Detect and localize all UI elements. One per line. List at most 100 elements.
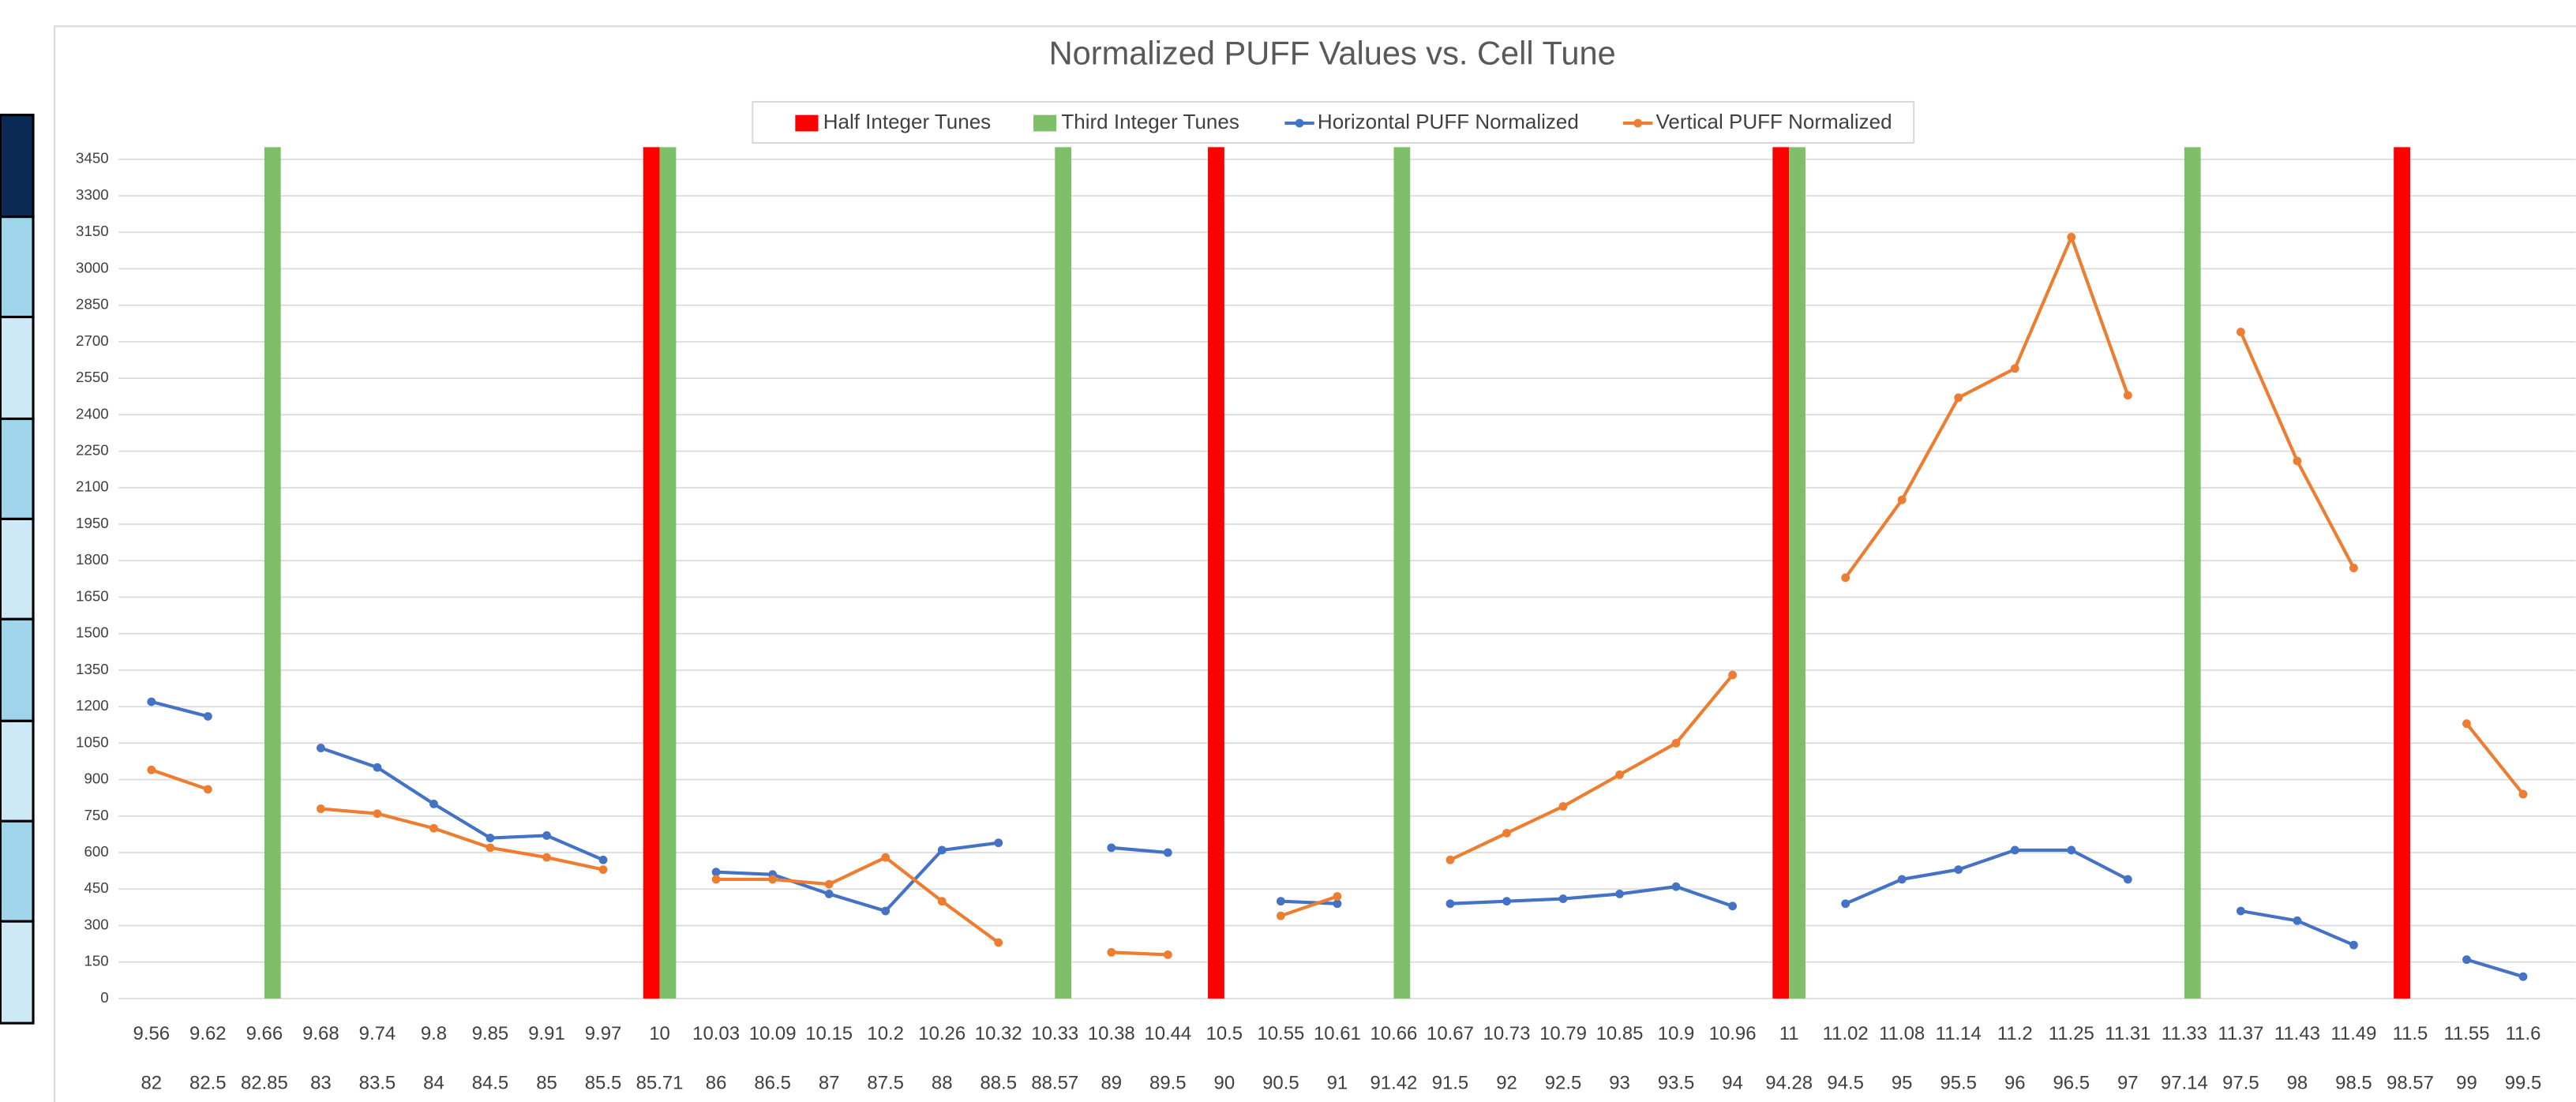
marker bbox=[2236, 328, 2245, 337]
x-tick-label-secondary: 94.28 bbox=[1765, 1072, 1813, 1093]
legend-swatch bbox=[1033, 114, 1057, 132]
marker bbox=[486, 834, 495, 842]
y-tick-label: 2700 bbox=[76, 332, 109, 349]
marker bbox=[1897, 495, 1907, 504]
x-tick-label-secondary: 90 bbox=[1214, 1072, 1236, 1093]
marker bbox=[824, 890, 834, 898]
x-tick-label: 10.33 bbox=[1031, 1023, 1078, 1044]
bar bbox=[2394, 147, 2410, 999]
x-tick-label: 11.5 bbox=[2393, 1023, 2428, 1044]
marker bbox=[1558, 894, 1568, 903]
marker bbox=[768, 875, 778, 884]
x-tick-label-secondary: 88 bbox=[932, 1072, 953, 1093]
x-tick-label: 10.79 bbox=[1539, 1023, 1587, 1044]
marker bbox=[598, 855, 608, 864]
x-tick-label: 10.85 bbox=[1596, 1023, 1644, 1044]
x-tick-label-secondary: 88.57 bbox=[1031, 1072, 1078, 1093]
x-tick-label-secondary: 97 bbox=[2117, 1072, 2139, 1093]
bar bbox=[1208, 147, 1224, 999]
x-tick-label: 10.96 bbox=[1709, 1023, 1757, 1044]
y-tick-label: 1350 bbox=[76, 661, 109, 677]
marker bbox=[1163, 848, 1172, 857]
bar bbox=[2184, 147, 2201, 999]
y-tick-label: 0 bbox=[100, 989, 108, 1006]
bar bbox=[1772, 147, 1790, 999]
x-tick-label-secondary: 96.5 bbox=[2053, 1072, 2090, 1093]
marker bbox=[2349, 564, 2358, 572]
y-tick-label: 3000 bbox=[76, 259, 109, 276]
x-tick-label: 9.74 bbox=[359, 1023, 396, 1044]
legend-swatch-marker bbox=[1633, 118, 1643, 128]
y-tick-label: 450 bbox=[84, 879, 108, 896]
side-table bbox=[0, 114, 35, 1025]
x-tick-label-secondary: 83.5 bbox=[359, 1072, 396, 1093]
marker bbox=[1954, 393, 1963, 403]
x-tick-label-secondary: 99.5 bbox=[2505, 1072, 2542, 1093]
x-tick-label: 11 bbox=[1779, 1023, 1799, 1044]
legend-box bbox=[752, 100, 1915, 144]
marker bbox=[2518, 789, 2528, 799]
marker bbox=[429, 799, 438, 808]
y-tick-label: 1500 bbox=[76, 624, 109, 641]
marker bbox=[881, 853, 891, 862]
marker bbox=[2349, 940, 2358, 950]
x-tick-label: 10.2 bbox=[867, 1023, 904, 1044]
x-tick-label: 9.56 bbox=[133, 1023, 171, 1044]
x-tick-label: 11.31 bbox=[2105, 1023, 2150, 1044]
x-tick-label: 11.02 bbox=[1823, 1023, 1869, 1044]
x-tick-label-secondary: 91 bbox=[1327, 1072, 1348, 1093]
marker bbox=[1502, 828, 1511, 838]
x-tick-label-secondary: 90.5 bbox=[1262, 1072, 1299, 1093]
x-tick-label: 10.67 bbox=[1427, 1023, 1474, 1044]
x-tick-label: 10.5 bbox=[1206, 1023, 1243, 1044]
x-tick-label: 11.14 bbox=[1936, 1023, 1982, 1044]
x-tick-label-secondary: 97.14 bbox=[2161, 1072, 2208, 1093]
x-tick-label: 10.9 bbox=[1658, 1023, 1695, 1044]
x-tick-label-secondary: 82 bbox=[141, 1072, 163, 1093]
x-tick-label: 11.37 bbox=[2218, 1023, 2263, 1044]
x-tick-label-secondary: 87.5 bbox=[867, 1072, 904, 1093]
x-tick-label-secondary: 98.5 bbox=[2335, 1072, 2372, 1093]
y-tick-label: 3300 bbox=[76, 186, 109, 203]
marker bbox=[1841, 899, 1850, 909]
marker bbox=[1728, 670, 1738, 680]
marker bbox=[2123, 875, 2132, 884]
legend-label: Vertical PUFF Normalized bbox=[1656, 110, 1892, 133]
bar bbox=[1055, 147, 1072, 999]
marker bbox=[1671, 738, 1681, 748]
x-tick-label: 10.09 bbox=[749, 1023, 797, 1044]
marker bbox=[1728, 901, 1738, 911]
x-tick-label-secondary: 85.71 bbox=[636, 1072, 684, 1093]
marker bbox=[937, 897, 947, 906]
x-tick-label-secondary: 87 bbox=[819, 1072, 840, 1093]
x-tick-label-secondary: 92 bbox=[1496, 1072, 1517, 1093]
x-tick-label-secondary: 98.57 bbox=[2387, 1072, 2434, 1093]
x-tick-label: 10.61 bbox=[1314, 1023, 1361, 1044]
marker bbox=[2067, 845, 2076, 855]
x-tick-label-secondary: 95.5 bbox=[1940, 1072, 1977, 1093]
x-tick-label-secondary: 98 bbox=[2287, 1072, 2308, 1093]
y-tick-label: 2850 bbox=[76, 296, 109, 313]
marker bbox=[994, 838, 1003, 848]
marker bbox=[2067, 233, 2076, 242]
y-tick-label: 1650 bbox=[76, 587, 109, 604]
x-tick-label: 9.85 bbox=[472, 1023, 509, 1044]
x-tick-label: 11.6 bbox=[2506, 1023, 2541, 1044]
marker bbox=[937, 845, 947, 855]
x-tick-label-secondary: 96 bbox=[2004, 1072, 2026, 1093]
marker bbox=[1276, 897, 1285, 906]
y-tick-label: 1050 bbox=[76, 733, 109, 750]
x-tick-label-secondary: 94 bbox=[1722, 1072, 1743, 1093]
marker bbox=[881, 906, 891, 916]
x-tick-label: 11.55 bbox=[2443, 1023, 2489, 1044]
marker bbox=[203, 712, 212, 721]
y-tick-label: 3150 bbox=[76, 223, 109, 239]
x-tick-label-secondary: 89.5 bbox=[1149, 1072, 1187, 1093]
y-tick-label: 1200 bbox=[76, 697, 109, 714]
x-tick-label-secondary: 84 bbox=[423, 1072, 444, 1093]
x-tick-label-secondary: 83 bbox=[310, 1072, 332, 1093]
marker bbox=[1671, 882, 1681, 891]
x-tick-label-secondary: 93 bbox=[1609, 1072, 1630, 1093]
x-tick-label-secondary: 85.5 bbox=[585, 1072, 622, 1093]
